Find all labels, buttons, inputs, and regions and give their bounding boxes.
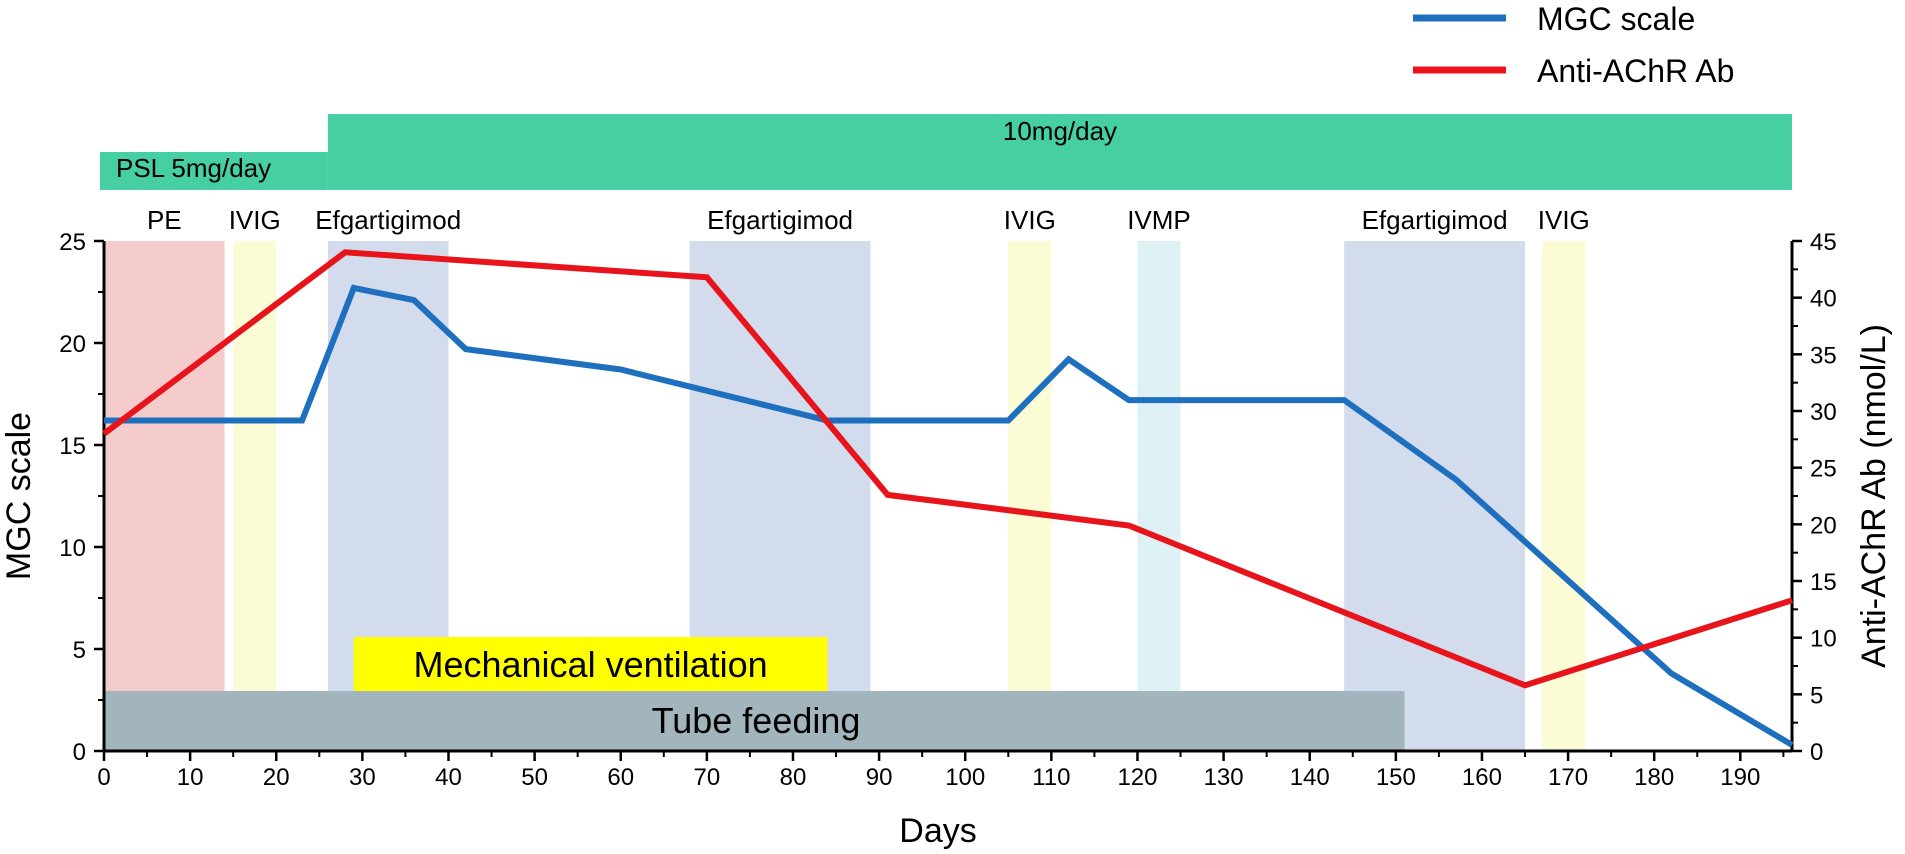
tube-feeding-label: Tube feeding bbox=[652, 700, 861, 741]
y-right-tick-label: 5 bbox=[1810, 682, 1823, 709]
psl-label: 10mg/day bbox=[1003, 116, 1117, 146]
treatment-label: Efgartigimod bbox=[1362, 205, 1508, 235]
x-tick-label: 140 bbox=[1290, 764, 1330, 791]
x-tick-label: 20 bbox=[263, 764, 290, 791]
y-right-tick-label: 20 bbox=[1810, 512, 1837, 539]
treatment-bands: PE IVIG Efgartigimod Efgartigimod IVIG IVMP Ef… bbox=[104, 205, 1590, 751]
y-right-tick-label: 30 bbox=[1810, 399, 1837, 426]
treatment-label: Efgartigimod bbox=[707, 205, 853, 235]
y-left-tick-label: 20 bbox=[59, 331, 86, 358]
psl-bar bbox=[100, 152, 328, 190]
axes: 0 10 20 30 40 50 60 70 80 90 100 110 120 130 140 150 160… bbox=[0, 229, 1893, 850]
x-tick-label: 110 bbox=[1032, 764, 1070, 791]
mechanical-ventilation-bar bbox=[353, 637, 828, 691]
psl-label: PSL 5mg/day bbox=[116, 153, 271, 183]
x-tick-label: 0 bbox=[97, 764, 110, 791]
x-tick-label: 100 bbox=[945, 764, 985, 791]
y-left-tick-label: 10 bbox=[59, 535, 86, 562]
x-tick-label: 130 bbox=[1204, 764, 1244, 791]
y-left-tick-label: 0 bbox=[73, 739, 86, 766]
y-right-tick-label: 0 bbox=[1810, 739, 1823, 766]
y-axis-left-title: MGC scale bbox=[0, 412, 38, 580]
treatment-label: IVMP bbox=[1127, 205, 1191, 235]
treatment-band bbox=[1344, 241, 1526, 751]
x-tick-label: 90 bbox=[866, 764, 893, 791]
legend-label: MGC scale bbox=[1537, 1, 1695, 37]
y-axis-right-title: Anti-AChR Ab (nmol/L) bbox=[1855, 324, 1893, 668]
x-tick-label: 30 bbox=[349, 764, 376, 791]
psl-bar bbox=[327, 114, 1793, 190]
legend-label: Anti-AChR Ab bbox=[1537, 53, 1734, 89]
support-bars: Tube feeding Mechanical ventilation bbox=[104, 637, 1405, 751]
x-tick-label: 170 bbox=[1548, 764, 1588, 791]
data-series bbox=[102, 249, 1794, 748]
y-left-tick-label: 5 bbox=[73, 637, 86, 664]
treatment-label: IVIG bbox=[229, 205, 281, 235]
treatment-band bbox=[1137, 241, 1181, 751]
y-left-tick-label: 25 bbox=[59, 229, 86, 256]
x-axis-title: Days bbox=[899, 812, 976, 850]
x-tick-label: 40 bbox=[435, 764, 462, 791]
treatment-label: IVIG bbox=[1004, 205, 1056, 235]
treatment-band bbox=[1008, 241, 1052, 751]
y-right-tick-label: 35 bbox=[1810, 342, 1837, 369]
legend: MGC scale Anti-AChR Ab bbox=[1413, 1, 1734, 89]
tube-feeding-bar bbox=[104, 691, 1405, 751]
y-right-tick-label: 15 bbox=[1810, 569, 1837, 596]
mgc-scale-line bbox=[104, 284, 1794, 748]
treatment-label: IVIG bbox=[1538, 205, 1590, 235]
x-tick-label: 190 bbox=[1720, 764, 1760, 791]
x-tick-label: 50 bbox=[521, 764, 548, 791]
mechanical-ventilation-label: Mechanical ventilation bbox=[413, 644, 767, 685]
treatment-label: PE bbox=[147, 205, 182, 235]
x-tick-label: 160 bbox=[1462, 764, 1502, 791]
y-left-tick-label: 15 bbox=[59, 433, 86, 460]
x-tick-label: 70 bbox=[694, 764, 721, 791]
treatment-band bbox=[104, 241, 225, 751]
y-right-tick-label: 45 bbox=[1810, 229, 1837, 256]
psl-dose-bars: PSL 5mg/day 10mg/day bbox=[100, 114, 1793, 190]
x-tick-label: 120 bbox=[1117, 764, 1157, 791]
y-right-tick-label: 25 bbox=[1810, 456, 1837, 483]
x-tick-label: 80 bbox=[780, 764, 807, 791]
y-right-tick-label: 10 bbox=[1810, 626, 1837, 653]
x-tick-label: 180 bbox=[1634, 764, 1674, 791]
treatment-label: Efgartigimod bbox=[315, 205, 461, 235]
x-tick-label: 10 bbox=[177, 764, 204, 791]
treatment-band bbox=[233, 241, 277, 751]
x-tick-label: 60 bbox=[607, 764, 634, 791]
x-tick-label: 150 bbox=[1376, 764, 1416, 791]
y-right-tick-label: 40 bbox=[1810, 286, 1837, 313]
